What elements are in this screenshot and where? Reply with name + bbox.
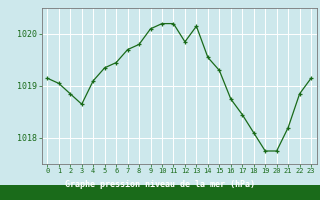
- Text: Graphe pression niveau de la mer (hPa): Graphe pression niveau de la mer (hPa): [65, 180, 255, 189]
